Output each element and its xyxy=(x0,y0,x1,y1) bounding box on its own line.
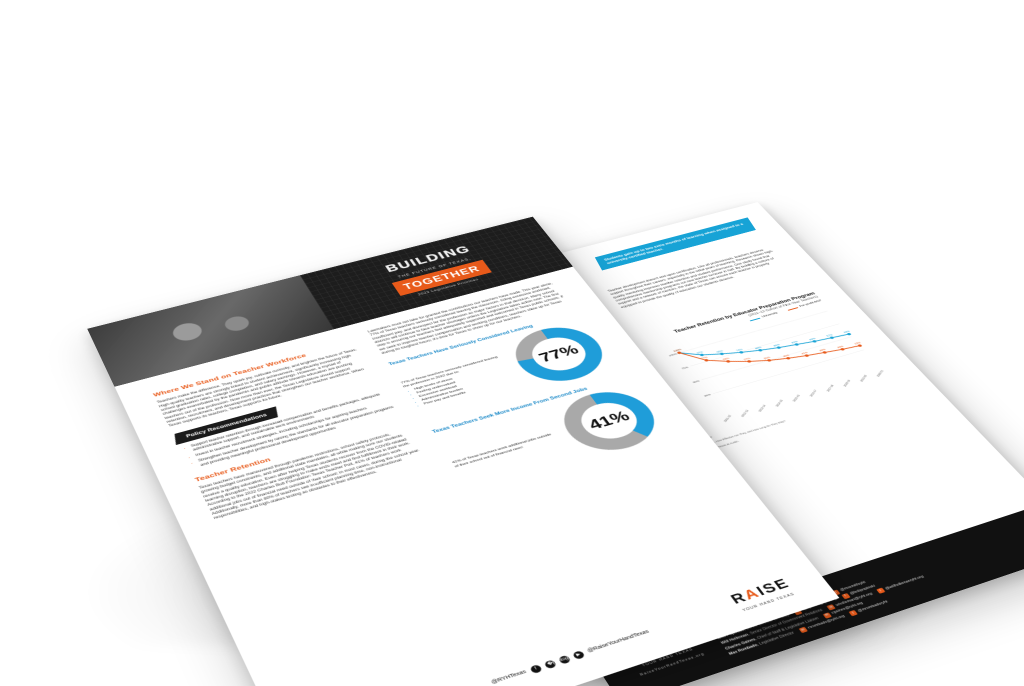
svg-text:50%: 50% xyxy=(763,356,772,360)
facebook-icon: f xyxy=(529,664,542,674)
svg-text:62%: 62% xyxy=(791,340,800,344)
svg-text:2011-12: 2011-12 xyxy=(723,414,733,422)
svg-text:66%: 66% xyxy=(722,357,731,361)
twitter-icon: t xyxy=(841,593,850,599)
svg-text:2013-14: 2013-14 xyxy=(757,404,767,413)
svg-text:65%: 65% xyxy=(773,343,782,347)
svg-text:75%: 75% xyxy=(681,366,690,371)
svg-text:38%: 38% xyxy=(818,348,827,352)
svg-text:2020-21: 2020-21 xyxy=(876,369,885,377)
stat-leaving-text: 77% of Texas teachers seriously consider… xyxy=(400,355,517,409)
svg-text:2014-15: 2014-15 xyxy=(774,399,784,407)
svg-text:41%: 41% xyxy=(801,351,810,355)
svg-text:57%: 57% xyxy=(826,333,835,337)
svg-text:59%: 59% xyxy=(808,337,817,341)
stat-secondjob-text: 41% of Texas teachers work additional jo… xyxy=(451,432,559,469)
svg-text:100%: 100% xyxy=(668,352,678,357)
svg-text:2018-19: 2018-19 xyxy=(842,379,851,387)
svg-text:50%: 50% xyxy=(692,379,701,384)
twitter-icon: t xyxy=(849,610,858,616)
svg-text:33%: 33% xyxy=(854,341,863,345)
social-handle-2: @RaiseYourHandTexas xyxy=(586,629,651,655)
raise-logo: RAISE YOUR HAND TEXAS xyxy=(727,575,798,614)
stat-leaving-bullets: High levels of stressFeeling undervalued… xyxy=(406,363,518,408)
svg-text:2017-18: 2017-18 xyxy=(825,384,835,392)
svg-text:55%: 55% xyxy=(843,330,851,334)
social-handle-1: @RYHTexas xyxy=(490,669,528,686)
legend-swatch-university xyxy=(750,318,761,322)
svg-text:2015-16: 2015-16 xyxy=(792,394,802,402)
svg-text:77%: 77% xyxy=(700,356,709,360)
mail-icon: ✉ xyxy=(798,627,807,633)
svg-text:25%: 25% xyxy=(703,393,712,398)
raise-logo-word-p1: RAISE xyxy=(727,575,794,609)
svg-text:57%: 57% xyxy=(743,357,752,361)
svg-text:45%: 45% xyxy=(782,354,791,358)
svg-text:2019-20: 2019-20 xyxy=(859,374,868,382)
instagram-icon: �photography xyxy=(558,655,571,665)
svg-text:2012-13: 2012-13 xyxy=(740,409,750,418)
svg-text:35%: 35% xyxy=(836,345,845,349)
svg-text:2016-17: 2016-17 xyxy=(809,389,819,397)
svg-text:69%: 69% xyxy=(754,346,763,350)
svg-text:100%: 100% xyxy=(672,348,682,353)
legend-swatch-acp xyxy=(787,307,798,311)
svg-text:87%: 87% xyxy=(696,350,705,354)
svg-text:80%: 80% xyxy=(716,349,725,353)
